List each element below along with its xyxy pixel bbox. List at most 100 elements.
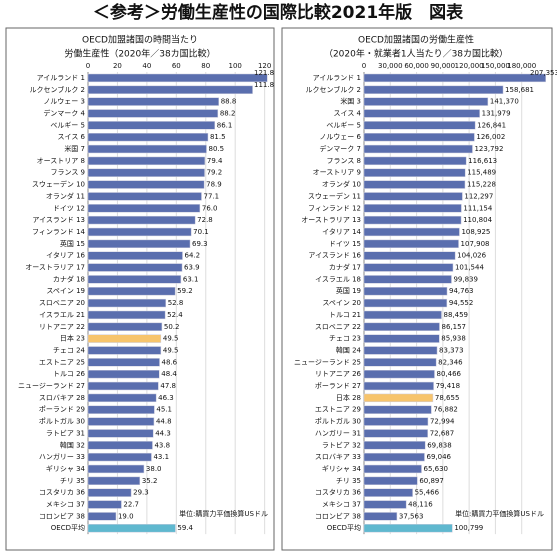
value-label: 72.8 [197, 216, 213, 224]
x-tick-label: 80 [201, 62, 210, 70]
bar [87, 441, 153, 450]
bar [87, 287, 176, 296]
x-tick-label: 30,000 [378, 62, 403, 70]
value-label: 63.1 [183, 275, 199, 283]
bar [87, 298, 166, 308]
bar [363, 275, 452, 284]
category-label: フランス 8 [326, 157, 361, 165]
bar [363, 263, 454, 272]
category-label: ハンガリー 31 [315, 428, 361, 437]
value-label: 88.2 [220, 109, 236, 117]
category-label: イタリア 14 [322, 227, 361, 236]
value-label: 65,630 [424, 465, 449, 473]
value-label: 78.9 [206, 181, 222, 189]
bar [87, 263, 183, 272]
chart-title: OECD加盟諸国の時間当たり [82, 34, 198, 46]
x-tick-label: 100 [229, 62, 242, 70]
bar [363, 204, 462, 213]
value-label: 76.0 [202, 204, 218, 212]
category-label: フィンランド 14 [32, 228, 86, 236]
category-label: オランダ 10 [322, 180, 361, 189]
bar [87, 476, 141, 485]
bar [87, 488, 132, 497]
value-label: 79,418 [436, 382, 461, 390]
category-label: スロベニア 20 [39, 299, 85, 307]
bar [363, 512, 398, 521]
value-label: 111.8 [254, 81, 274, 89]
category-label: ドイツ 15 [329, 240, 361, 248]
value-label: 69.3 [192, 240, 208, 248]
value-label: 108,925 [461, 228, 490, 236]
bar [363, 476, 418, 485]
value-label: 63.9 [184, 264, 200, 272]
category-label: スウェーデン 11 [308, 191, 361, 200]
value-label: 126,841 [477, 121, 506, 129]
category-label: メキシコ 37 [322, 501, 361, 509]
bar [363, 298, 448, 308]
category-label: 日本 28 [336, 393, 361, 402]
category-label: 米国 7 [64, 144, 85, 153]
category-label: チリ 35 [60, 477, 85, 485]
value-label: 38.0 [146, 465, 162, 473]
bar [363, 500, 407, 509]
category-label: チリ 35 [336, 477, 361, 485]
bar [363, 156, 467, 166]
value-label: 69,838 [427, 441, 452, 449]
value-label: 37,563 [399, 512, 424, 520]
category-label: ポルトガル 30 [39, 417, 85, 426]
bar [87, 156, 206, 166]
category-label: チェコ 23 [329, 335, 361, 343]
bar [363, 97, 489, 106]
value-label: 69,046 [426, 453, 451, 461]
bar [363, 441, 426, 450]
bar [87, 97, 219, 106]
bar [363, 322, 440, 331]
bar [87, 358, 160, 367]
category-label: ラトビア 31 [46, 428, 85, 437]
value-label: 45.1 [156, 406, 172, 414]
category-label: ラトビア 32 [322, 440, 361, 449]
category-label: スロバキア 28 [39, 394, 85, 402]
category-label: ニュージーランド 27 [18, 382, 85, 390]
x-tick-label: 40 [142, 62, 151, 70]
category-label: ポーランド 27 [315, 382, 361, 390]
x-tick-label: 0 [86, 62, 90, 70]
value-label: 123,792 [474, 145, 503, 153]
category-label: コロンビア 38 [315, 511, 361, 520]
bar [87, 251, 183, 260]
category-label: ドイツ 12 [53, 204, 85, 212]
bar [363, 488, 413, 497]
category-label: 韓国 32 [60, 440, 85, 449]
category-label: オランダ 11 [46, 191, 85, 200]
value-label: 131,979 [482, 109, 511, 117]
value-label: 121.8 [254, 69, 274, 77]
bar [363, 109, 480, 118]
bar [363, 417, 429, 426]
x-tick-label: 90,000 [431, 62, 456, 70]
category-label: コスタリカ 36 [39, 488, 86, 497]
category-label: メキシコ 37 [46, 501, 85, 509]
value-label: 55,466 [415, 489, 440, 497]
category-label: ベルギー 5 [50, 121, 85, 129]
value-label: 43.1 [153, 453, 169, 461]
bar [363, 180, 466, 189]
bar [87, 204, 201, 213]
value-label: 79.4 [207, 157, 223, 165]
category-label: OECD平均 [51, 523, 85, 532]
bar [87, 429, 154, 438]
category-label: エストニア 29 [315, 406, 361, 414]
category-label: トルコ 26 [53, 370, 86, 378]
bar [87, 452, 152, 462]
category-label: ノルウェー 3 [43, 98, 85, 106]
value-label: 110,804 [463, 216, 492, 224]
value-label: 88.8 [221, 98, 237, 106]
bar [363, 121, 476, 130]
category-label: トルコ 21 [329, 311, 361, 319]
category-label: スウェーデン 10 [32, 180, 85, 189]
bar [363, 227, 460, 237]
value-label: 101,544 [455, 264, 484, 272]
bar [363, 452, 425, 462]
value-label: 59.2 [177, 287, 193, 295]
bar [87, 500, 122, 509]
